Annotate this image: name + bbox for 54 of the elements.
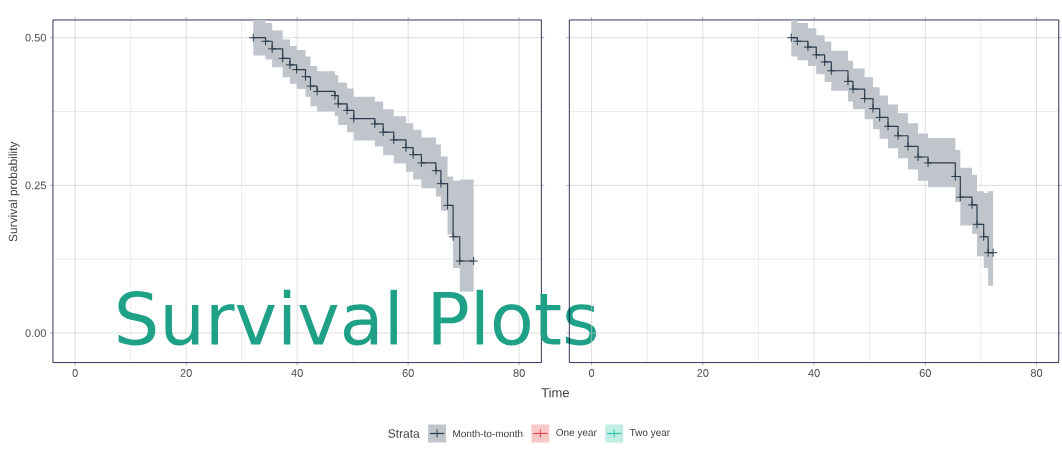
point (843, 76, 853, 86)
point (248, 32, 258, 42)
point (448, 232, 458, 242)
point (875, 112, 885, 122)
point (848, 84, 858, 94)
y-tick-label: 0.25 (25, 181, 46, 190)
x-tick-label: 80 (1030, 368, 1043, 377)
point (436, 178, 446, 188)
legend-label: Two year (629, 428, 670, 438)
point (389, 135, 399, 145)
y-axis-title: Survival probability (8, 141, 20, 242)
point (979, 232, 989, 242)
point (883, 121, 893, 131)
point (330, 90, 340, 100)
point (820, 57, 830, 67)
point (972, 219, 982, 229)
point (469, 256, 479, 266)
legend-label: Month-to-month (453, 429, 523, 437)
point (893, 131, 903, 141)
x-tick-label: 60 (919, 368, 931, 377)
point (826, 66, 836, 76)
point (370, 119, 380, 129)
x-tick-label: 20 (697, 368, 709, 377)
point (342, 105, 352, 115)
point (811, 50, 821, 60)
point (967, 200, 977, 210)
point (913, 152, 923, 162)
x-tick-label: 80 (513, 368, 525, 377)
y-tick-label: 0.00 (25, 328, 46, 337)
x-tick-label: 60 (402, 368, 414, 377)
x-tick-label: 0 (588, 368, 595, 377)
point (261, 36, 271, 46)
point (923, 158, 933, 168)
point (955, 192, 965, 202)
legend-label: One year (556, 428, 597, 438)
point (278, 53, 288, 63)
x-tick-label: 40 (291, 368, 303, 377)
point (378, 127, 388, 137)
legend-title: Strata (388, 429, 420, 438)
point (988, 247, 998, 257)
point (431, 165, 441, 175)
point (267, 44, 277, 54)
point (408, 149, 418, 159)
x-tick-label: 0 (72, 368, 78, 377)
x-tick-label: 20 (180, 368, 192, 377)
y-tick-label: 0.50 (25, 33, 46, 42)
point (349, 113, 359, 123)
point (868, 103, 878, 113)
point (903, 141, 913, 151)
point (455, 256, 465, 266)
x-tick-label: 40 (808, 368, 820, 377)
point (803, 42, 813, 52)
point (333, 99, 343, 109)
x-axis-title: Time (541, 387, 569, 398)
